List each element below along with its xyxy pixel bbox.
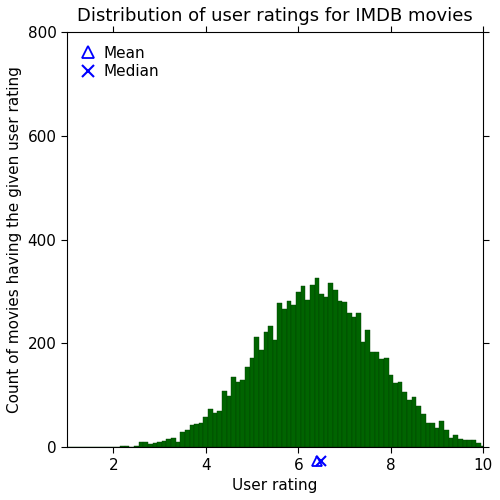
Bar xyxy=(296,292,300,447)
Bar xyxy=(144,442,148,447)
Bar xyxy=(416,406,421,447)
Bar xyxy=(236,382,240,447)
Bar xyxy=(361,342,366,447)
Y-axis label: Count of movies having the given user rating: Count of movies having the given user ra… xyxy=(7,66,22,413)
Bar xyxy=(402,392,407,447)
Bar xyxy=(282,308,286,447)
Bar xyxy=(208,408,212,447)
Bar xyxy=(171,438,175,447)
Bar xyxy=(204,417,208,447)
Bar xyxy=(458,439,462,447)
Bar xyxy=(440,421,444,447)
Bar xyxy=(421,414,426,447)
Bar xyxy=(97,446,102,447)
Bar xyxy=(226,396,231,447)
Bar xyxy=(92,446,97,447)
Bar xyxy=(245,366,250,447)
Bar xyxy=(78,446,83,447)
Bar xyxy=(120,446,125,447)
Bar xyxy=(310,284,314,447)
Bar xyxy=(380,359,384,447)
Bar xyxy=(278,303,282,447)
Bar xyxy=(374,352,380,447)
Bar xyxy=(218,412,222,447)
Bar xyxy=(462,440,467,447)
Bar xyxy=(152,444,157,447)
Bar xyxy=(467,440,472,447)
Bar xyxy=(476,443,481,447)
Bar xyxy=(412,398,416,447)
Bar xyxy=(240,380,245,447)
Bar xyxy=(212,413,218,447)
Title: Distribution of user ratings for IMDB movies: Distribution of user ratings for IMDB mo… xyxy=(78,7,473,25)
Bar xyxy=(268,326,273,447)
Bar xyxy=(370,352,374,447)
Bar xyxy=(83,446,87,447)
Bar xyxy=(286,301,292,447)
Bar xyxy=(407,400,412,447)
Bar xyxy=(199,423,203,447)
Bar xyxy=(384,358,388,447)
Bar xyxy=(435,428,440,447)
Bar xyxy=(176,442,180,447)
Bar xyxy=(254,337,259,447)
Bar xyxy=(444,430,448,447)
Bar xyxy=(250,358,254,447)
Bar xyxy=(166,440,171,447)
Bar xyxy=(454,434,458,447)
Bar xyxy=(426,422,430,447)
Bar xyxy=(342,302,347,447)
Bar xyxy=(125,446,130,447)
Bar xyxy=(180,432,185,447)
X-axis label: User rating: User rating xyxy=(232,478,318,493)
Bar xyxy=(388,375,393,447)
Bar xyxy=(264,332,268,447)
Bar xyxy=(231,376,236,447)
Bar xyxy=(393,383,398,447)
Bar xyxy=(314,278,319,447)
Bar xyxy=(366,330,370,447)
Bar xyxy=(398,382,402,447)
Bar xyxy=(472,440,476,447)
Bar xyxy=(130,446,134,447)
Bar xyxy=(292,306,296,447)
Bar xyxy=(300,286,306,447)
Bar xyxy=(162,441,166,447)
Bar xyxy=(338,301,342,447)
Bar xyxy=(148,444,152,447)
Bar xyxy=(347,313,352,447)
Bar xyxy=(259,350,264,447)
Legend: Mean, Median: Mean, Median xyxy=(74,40,166,85)
Bar xyxy=(185,430,190,447)
Bar xyxy=(324,297,328,447)
Bar xyxy=(157,442,162,447)
Bar xyxy=(134,446,138,447)
Bar xyxy=(273,340,278,447)
Bar xyxy=(306,300,310,447)
Bar xyxy=(319,294,324,447)
Bar xyxy=(352,317,356,447)
Bar xyxy=(448,438,454,447)
Bar xyxy=(222,391,226,447)
Bar xyxy=(430,423,435,447)
Bar xyxy=(328,282,333,447)
Bar xyxy=(481,446,486,447)
Bar xyxy=(194,424,199,447)
Bar xyxy=(333,290,338,447)
Bar xyxy=(356,313,361,447)
Bar xyxy=(138,442,143,447)
Bar xyxy=(190,426,194,447)
